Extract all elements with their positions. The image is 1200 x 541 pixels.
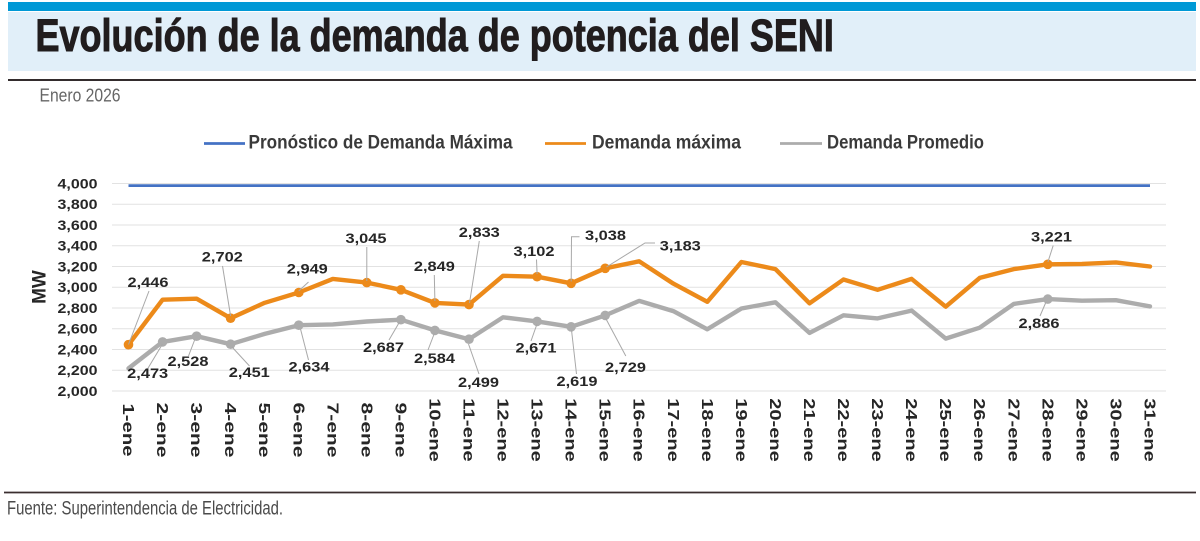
svg-text:26-ene: 26-ene [970,398,987,462]
svg-text:2,634: 2,634 [289,359,330,375]
svg-text:29-ene: 29-ene [1072,398,1089,462]
svg-text:15-ene: 15-ene [596,398,613,462]
svg-text:2,451: 2,451 [229,364,270,380]
svg-text:Fuente: Superintendencia de El: Fuente: Superintendencia de Electricidad… [7,499,283,520]
svg-text:2,400: 2,400 [58,342,98,357]
svg-text:17-ene: 17-ene [664,398,681,462]
svg-text:12-ene: 12-ene [494,398,511,462]
svg-text:2,446: 2,446 [128,274,169,290]
svg-text:Enero 2026: Enero 2026 [40,85,121,106]
svg-text:2,473: 2,473 [127,365,168,381]
svg-text:2,671: 2,671 [516,340,557,356]
svg-text:25-ene: 25-ene [936,398,953,462]
svg-text:Demanda Promedio: Demanda Promedio [827,133,984,154]
svg-text:3,045: 3,045 [346,230,387,246]
svg-text:2,687: 2,687 [363,339,404,355]
svg-text:10-ene: 10-ene [425,398,442,462]
svg-text:9-ene: 9-ene [391,403,408,458]
svg-text:7-ene: 7-ene [323,403,340,458]
svg-text:Evolución de la demanda de pot: Evolución de la demanda de potencia del … [36,10,834,61]
svg-text:31-ene: 31-ene [1141,398,1158,462]
svg-text:5-ene: 5-ene [255,403,272,458]
svg-text:2,800: 2,800 [58,301,98,316]
svg-text:3,102: 3,102 [514,243,555,259]
svg-text:2,200: 2,200 [58,363,98,378]
svg-text:3-ene: 3-ene [187,403,204,458]
svg-text:27-ene: 27-ene [1004,398,1021,462]
svg-text:18-ene: 18-ene [698,398,715,462]
svg-text:2,600: 2,600 [58,322,98,337]
svg-text:3,183: 3,183 [660,238,701,254]
svg-text:11-ene: 11-ene [460,398,477,462]
svg-text:2,619: 2,619 [557,373,598,389]
svg-text:3,221: 3,221 [1031,229,1072,245]
svg-text:24-ene: 24-ene [902,398,919,462]
svg-text:4,000: 4,000 [58,176,98,191]
svg-text:Pronóstico de Demanda Máxima: Pronóstico de Demanda Máxima [249,133,513,154]
svg-text:2-ene: 2-ene [153,403,170,458]
svg-text:2,949: 2,949 [287,261,328,277]
svg-text:2,528: 2,528 [168,353,209,369]
svg-text:3,400: 3,400 [58,239,98,254]
svg-text:3,038: 3,038 [585,227,626,243]
svg-text:19-ene: 19-ene [732,398,749,462]
svg-text:2,000: 2,000 [58,384,98,399]
svg-text:14-ene: 14-ene [562,398,579,462]
svg-text:2,584: 2,584 [414,350,455,366]
svg-text:21-ene: 21-ene [800,398,817,462]
svg-text:3,800: 3,800 [58,197,98,212]
svg-text:4-ene: 4-ene [221,403,238,458]
svg-text:2,886: 2,886 [1019,315,1060,331]
svg-text:30-ene: 30-ene [1106,398,1123,462]
svg-text:28-ene: 28-ene [1038,398,1055,462]
svg-text:8-ene: 8-ene [357,403,374,458]
svg-text:1-ene: 1-ene [119,404,136,457]
svg-text:MW: MW [30,270,51,304]
svg-text:20-ene: 20-ene [766,398,783,462]
svg-text:3,600: 3,600 [58,218,98,233]
svg-text:2,833: 2,833 [459,224,500,240]
svg-text:2,499: 2,499 [458,374,499,390]
svg-text:6-ene: 6-ene [289,403,306,458]
svg-text:3,000: 3,000 [58,280,98,295]
svg-text:Demanda máxima: Demanda máxima [592,133,741,154]
svg-text:22-ene: 22-ene [834,398,851,462]
svg-text:13-ene: 13-ene [528,398,545,462]
svg-text:2,849: 2,849 [414,258,455,274]
svg-text:16-ene: 16-ene [630,398,647,462]
svg-text:2,702: 2,702 [202,249,243,265]
svg-text:23-ene: 23-ene [868,398,885,462]
svg-text:2,729: 2,729 [605,359,646,375]
svg-text:3,200: 3,200 [58,259,98,274]
